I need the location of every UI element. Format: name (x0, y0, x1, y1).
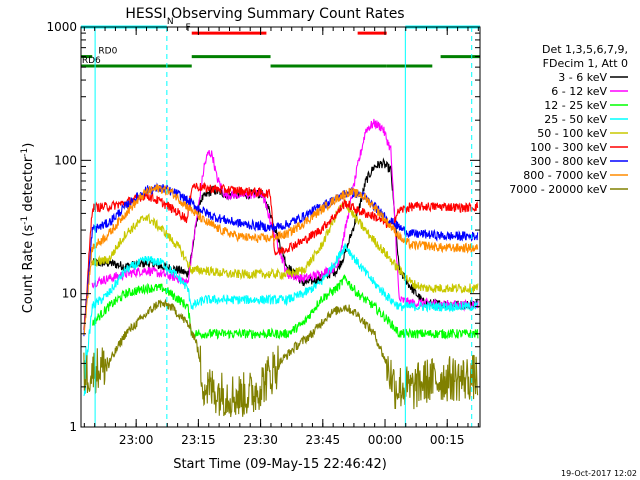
legend-entry-1: 6 - 12 keV (551, 85, 607, 98)
y-axis-label-end: ) (21, 143, 36, 148)
legend-entry-6: 300 - 800 keV (530, 155, 607, 168)
x-axis-label: Start Time (09-May-15 22:46:42) (173, 457, 387, 472)
legend-entry-3: 25 - 50 keV (544, 113, 607, 126)
series-line-2 (92, 274, 479, 340)
series-line-5 (83, 181, 479, 330)
y-tick-label-2: 100 (54, 153, 77, 167)
series-line-7 (83, 184, 479, 335)
x-tick-label-3: 23:45 (306, 433, 341, 447)
state-bars: NFRD0RD6 (81, 17, 480, 68)
x-tick-label-2: 23:30 (243, 433, 278, 447)
x-tick-label-5: 00:15 (430, 433, 465, 447)
legend-header-0: Det 1,3,5,6,7,9, (542, 43, 628, 56)
chart-title: HESSI Observing Summary Count Rates (125, 6, 404, 22)
legend-entry-7: 800 - 7000 keV (523, 169, 607, 182)
y-axis-label-mid: detector (21, 156, 36, 216)
timestamp: 19-Oct-2017 12:02 (561, 469, 637, 478)
y-axis-label-main: Count Rate (s (21, 225, 36, 314)
state-bar-label-0: N (167, 17, 174, 27)
legend-entry-5: 100 - 300 keV (530, 141, 607, 154)
x-tick-label-0: 23:00 (119, 433, 154, 447)
state-bar-label-3: RD0 (98, 47, 117, 57)
legend-entry-2: 12 - 25 keV (544, 99, 607, 112)
y-tick-label-1: 10 (62, 287, 77, 301)
state-bar-label-4: RD6 (82, 56, 101, 66)
legend-header-1: FDecim 1, Att 0 (543, 57, 628, 70)
plot-lines (83, 118, 479, 418)
legend-entry-4: 50 - 100 keV (537, 127, 607, 140)
legend-entry-0: 3 - 6 keV (558, 71, 607, 84)
series-line-1 (91, 118, 479, 312)
axes: 23:00 23:15 23:30 23:45 00:00 00:15 1 10 100 1000 (46, 20, 480, 447)
x-tick-label-4: 00:00 (368, 433, 403, 447)
series-line-0 (91, 157, 479, 311)
attenuator-lines (94, 27, 473, 427)
series-line-3 (83, 243, 479, 397)
legend-entry-8: 7000 - 20000 keV (509, 183, 607, 196)
y-axis-label-sup1: -1 (20, 216, 30, 225)
y-axis-label: Count Rate (s-1 detector-1) (20, 143, 36, 314)
legend: Det 1,3,5,6,7,9,FDecim 1, Att 03 - 6 keV… (509, 43, 628, 196)
y-axis-label-sup2: -1 (20, 148, 30, 157)
y-tick-label-0: 1 (69, 420, 77, 434)
x-tick-label-1: 23:15 (181, 433, 216, 447)
series-line-8 (83, 298, 479, 418)
y-tick-label-3: 1000 (46, 20, 77, 34)
plot-frame (80, 26, 481, 428)
series-line-4 (91, 199, 479, 295)
